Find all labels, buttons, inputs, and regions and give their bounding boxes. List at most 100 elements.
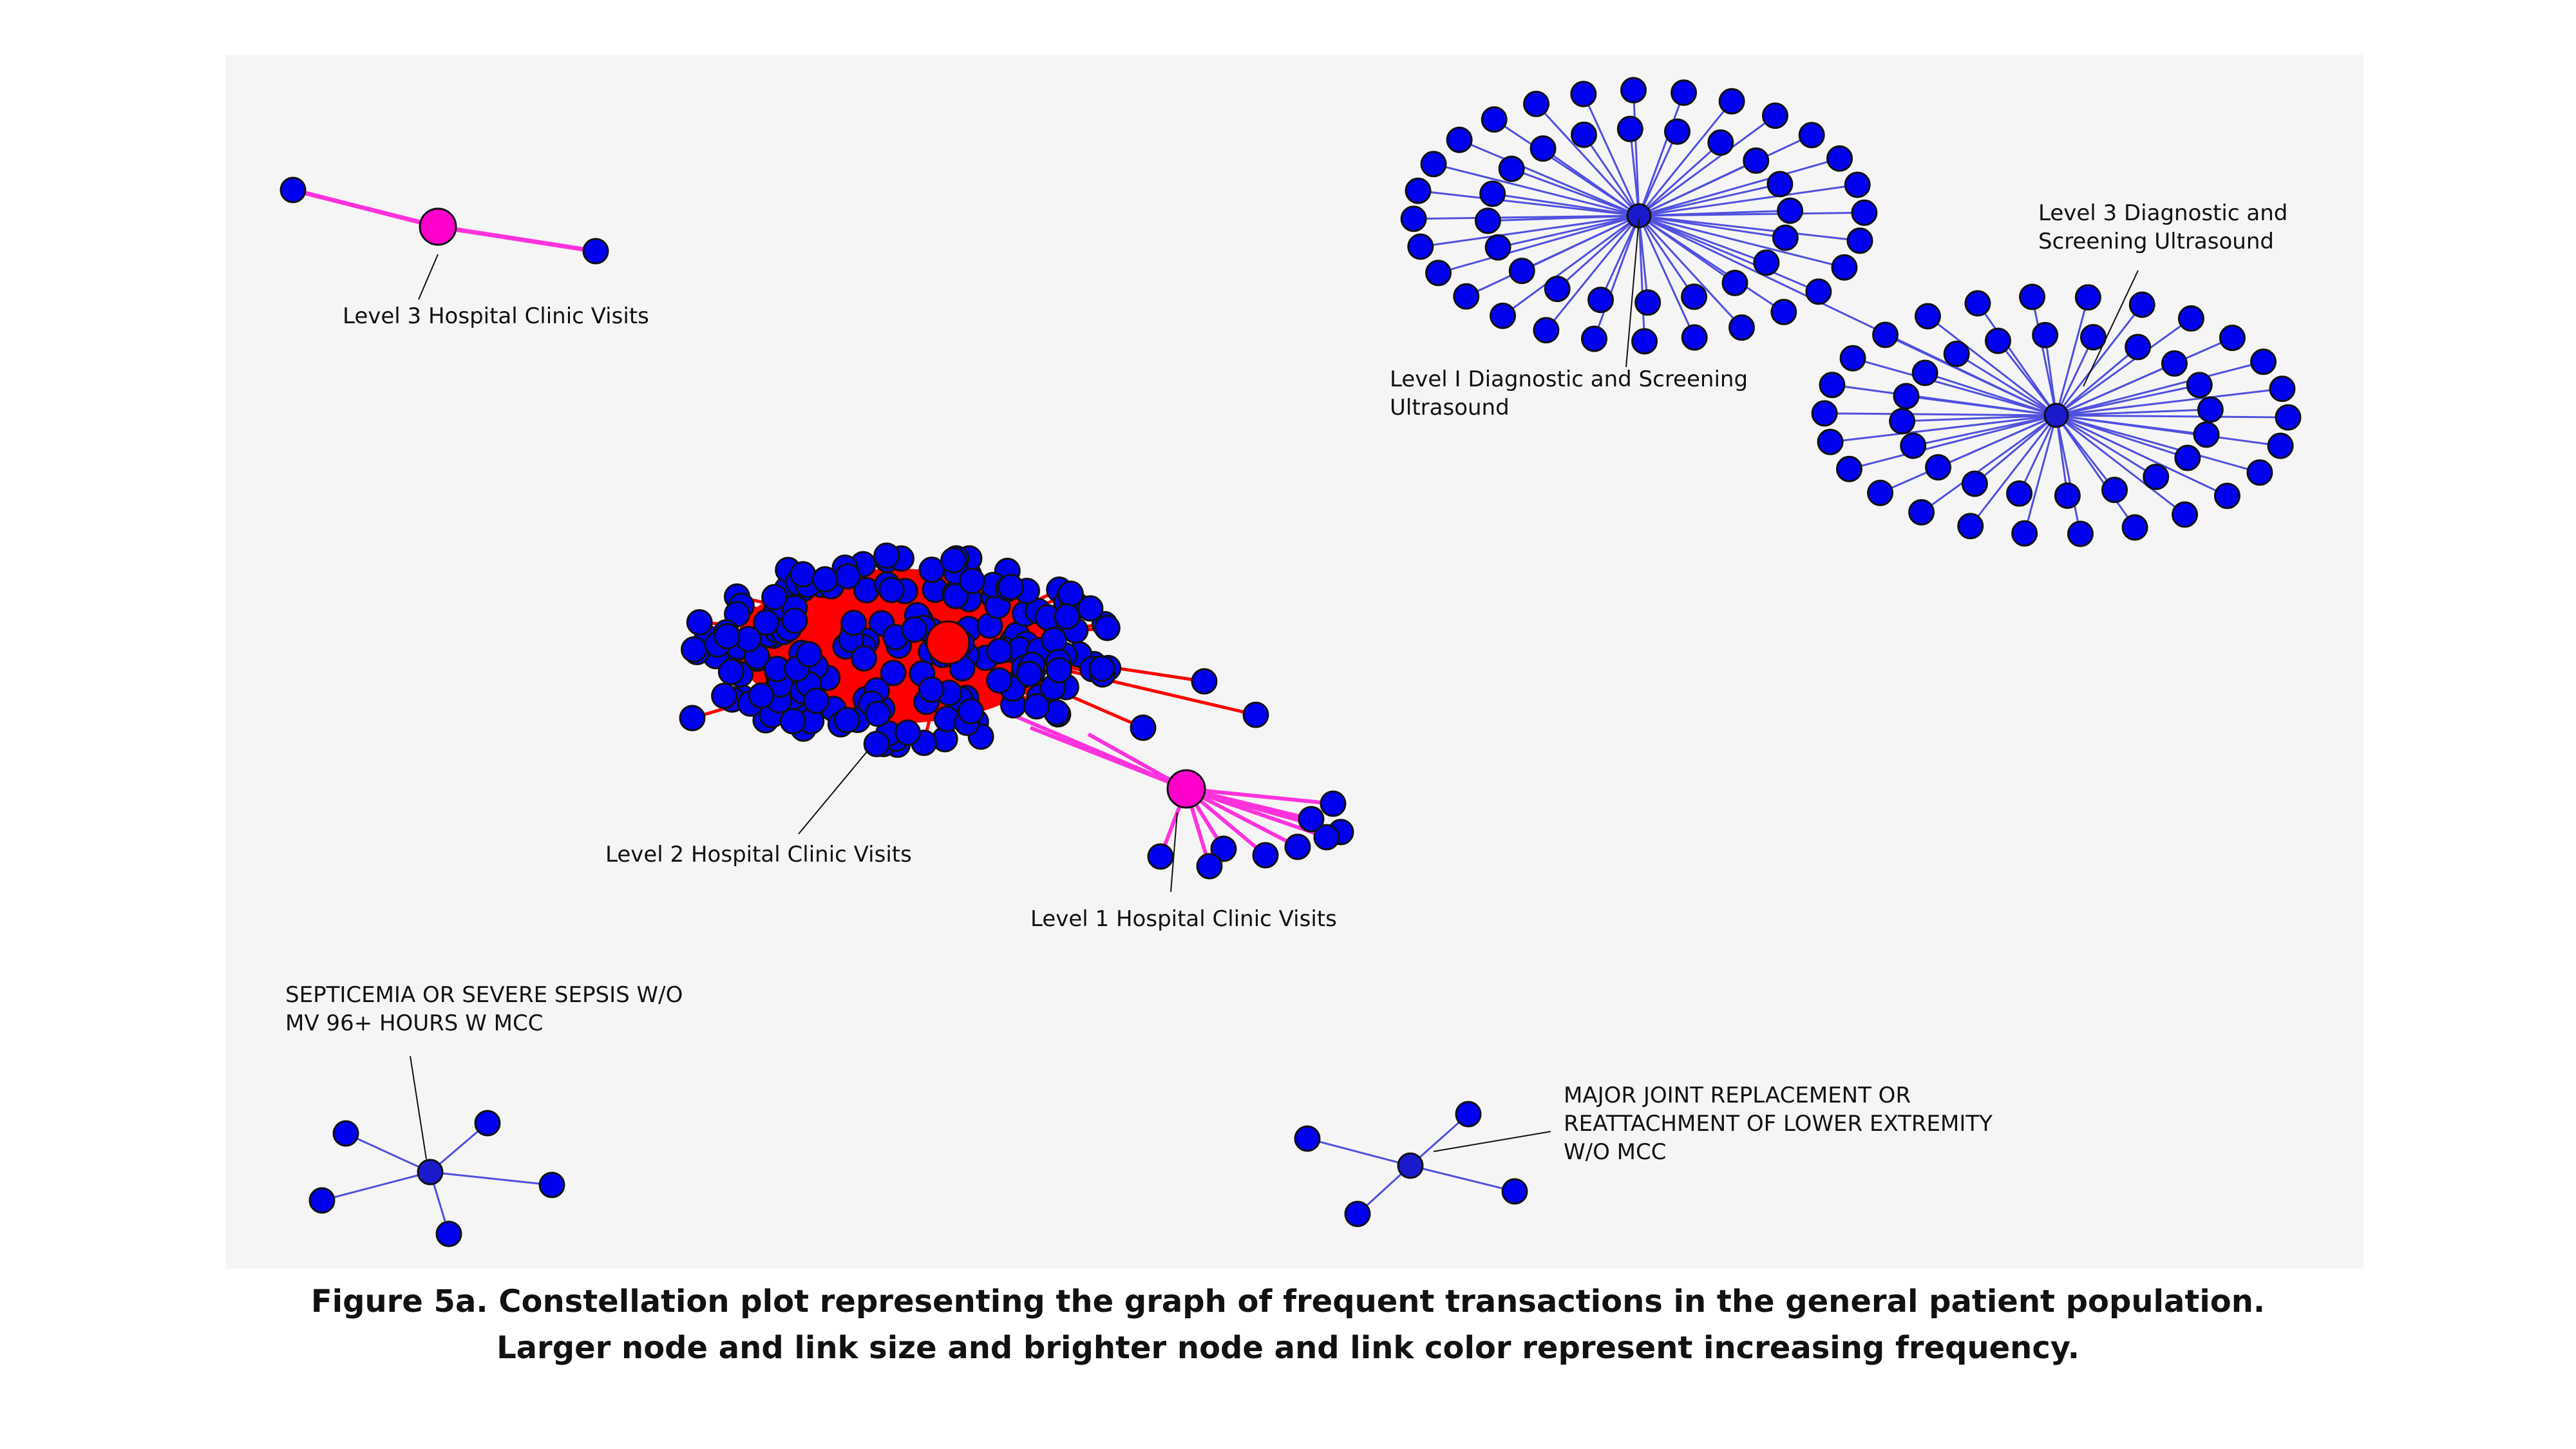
level1-ultrasound-edge — [1542, 147, 1640, 217]
level1-hospital-leaf-node — [1252, 842, 1279, 869]
level1-ultrasound-leaf-node — [1728, 314, 1756, 341]
level1-hospital-leaf-node — [1210, 835, 1237, 862]
level3-ultrasound-edge — [2056, 414, 2260, 474]
level2-hospital-leaf-node — [1041, 627, 1068, 654]
level3-ultrasound-leaf-node — [1819, 372, 1846, 399]
level1-ultrasound-leaf-node — [1498, 155, 1525, 182]
level1-ultrasound-edge — [1629, 129, 1640, 216]
level1-ultrasound-edge — [1638, 214, 1861, 242]
label-joint-l2: REATTACHMENT OF LOWER EXTREMITY — [1564, 1111, 1993, 1137]
level2-hospital-leaf-node — [761, 583, 788, 611]
level1-ultrasound-leaf-node — [1533, 317, 1560, 344]
level1-ultrasound-leaf-node — [1580, 325, 1607, 352]
level3-ultrasound-leaf-node — [2143, 464, 2170, 491]
level3-ultrasound-leaf-node — [2074, 284, 2101, 311]
level1-ultrasound-leaf-node — [1844, 171, 1871, 198]
level2-hospital-leaf-node — [873, 542, 900, 569]
level1-ultrasound-edge — [1593, 215, 1640, 339]
level3-ultrasound-leaf-node — [1925, 454, 1952, 481]
level1-hospital-edge — [1186, 787, 1312, 821]
level2-hospital-leaf-node — [1023, 693, 1050, 720]
level2-hospital-leaf-node — [779, 708, 806, 735]
label-level2-hospital: Level 2 Hospital Clinic Visits — [605, 842, 912, 867]
level1-ultrasound-leaf-node — [1570, 121, 1597, 148]
level3-ultrasound-edge — [2056, 388, 2283, 417]
septicemia-edge — [345, 1132, 431, 1173]
septicemia-leaf-node — [538, 1171, 565, 1198]
level3-ultrasound-leaf-node — [1835, 455, 1862, 482]
level3-ultrasound-leaf-node — [1908, 498, 1935, 526]
level1-ultrasound-edge — [1638, 215, 1649, 303]
level3-ultrasound-leaf-node — [1893, 383, 1920, 410]
level1-ultrasound-edge — [1638, 214, 1845, 269]
level2-hospital-leaf-node — [958, 567, 985, 594]
label-joint-l3: W/O MCC — [1564, 1139, 1666, 1165]
level2-hospital-leaf-node — [753, 609, 780, 636]
level3-ultrasound-edge — [2044, 335, 2058, 416]
plot-panel — [225, 55, 2363, 1269]
level1-ultrasound-leaf-node — [1405, 177, 1432, 204]
level1-ultrasound-edge — [1638, 131, 1678, 216]
level3-ultrasound-leaf-node — [2250, 348, 2277, 375]
level2-hospital-leaf-node — [986, 638, 1013, 665]
level3-ultrasound-leaf-node — [2197, 396, 2224, 423]
level1-ultrasound-edge — [1638, 215, 1646, 342]
level2-hospital-leaf-node — [997, 574, 1024, 601]
node-layer — [279, 77, 2302, 1247]
level3-ultrasound-edge — [1830, 414, 2057, 443]
level1-ultrasound-edge — [1638, 142, 1721, 217]
level3-ultrasound-edge — [2056, 363, 2175, 417]
label-level1-ultrasound-l2: Ultrasound — [1390, 395, 1510, 421]
level2-hospital-leaf-node — [894, 719, 921, 746]
level1-ultrasound-leaf-node — [1770, 298, 1797, 325]
leader-level3-ultrasound — [2083, 270, 2139, 387]
septicemia-leaf-node — [308, 1187, 336, 1214]
level2-hospital-leaf-node — [1191, 668, 1218, 695]
level1-ultrasound-leaf-node — [1522, 90, 1549, 117]
level3-ultrasound-leaf-node — [2019, 283, 2046, 310]
level2-hospital-leaf-node — [1094, 614, 1121, 641]
leader-level1-ultrasound — [1625, 218, 1640, 368]
level3-ultrasound-edge — [1913, 414, 2057, 447]
level3-ultrasound-edge — [2056, 317, 2192, 417]
level3-ultrasound-leaf-node — [2006, 480, 2033, 507]
level3-hospital-edge — [437, 224, 596, 254]
level2-hospital-leaf-node — [795, 641, 822, 668]
level1-ultrasound-edge — [1492, 193, 1640, 217]
level3-ultrasound-leaf-node — [2213, 482, 2240, 509]
level1-ultrasound-edge — [1638, 115, 1776, 217]
level3-ultrasound-edge — [1852, 357, 2057, 417]
level1-ultrasound-edge — [1459, 138, 1640, 217]
septicemia-leaf-node — [435, 1220, 462, 1247]
level1-ultrasound-edge — [1420, 214, 1640, 248]
level1-ultrasound-leaf-node — [1851, 199, 1878, 226]
level3-ultrasound-leaf-node — [1889, 408, 1916, 435]
label-level3-ultrasound-l2: Screening Ultrasound — [2038, 229, 2274, 254]
label-level3-ultrasound-l1: Level 3 Diagnostic and — [2038, 200, 2287, 226]
level3-ultrasound-leaf-node — [1817, 428, 1844, 455]
level3-ultrasound-leaf-node — [2079, 324, 2107, 351]
level1-ultrasound-leaf-node — [1620, 77, 1647, 104]
level2-hospital-leaf-node — [864, 700, 891, 727]
level2-hospital-leaf-node — [748, 682, 775, 709]
level1-ultrasound-leaf-node — [1831, 254, 1858, 281]
septicemia-edge — [430, 1171, 553, 1186]
level3-hospital-hub-node — [419, 207, 457, 246]
level3-ultrasound-edge — [1902, 414, 2057, 422]
level3-ultrasound-leaf-node — [2177, 305, 2204, 332]
leader-joint — [1433, 1131, 1551, 1152]
joint-replacement-edge — [1307, 1137, 1411, 1167]
septicemia-leaf-node — [474, 1110, 501, 1137]
level1-ultrasound-edge — [1638, 184, 1858, 217]
level1-hospital-leaf-node — [1147, 843, 1174, 870]
level3-ultrasound-leaf-node — [2186, 372, 2213, 399]
level3-ultrasound-leaf-node — [1914, 303, 1941, 330]
level1-ultrasound-edge — [1638, 214, 1743, 328]
level2-hospital-leaf-node — [714, 623, 741, 650]
level1-ultrasound-edge — [1417, 189, 1640, 217]
level3-ultrasound-edge — [2055, 415, 2136, 528]
level3-ultrasound-leaf-node — [1872, 321, 1899, 348]
level3-ultrasound-leaf-node — [2161, 350, 2188, 377]
level3-ultrasound-leaf-node — [2219, 325, 2246, 352]
level3-ultrasound-edge — [2056, 414, 2157, 478]
